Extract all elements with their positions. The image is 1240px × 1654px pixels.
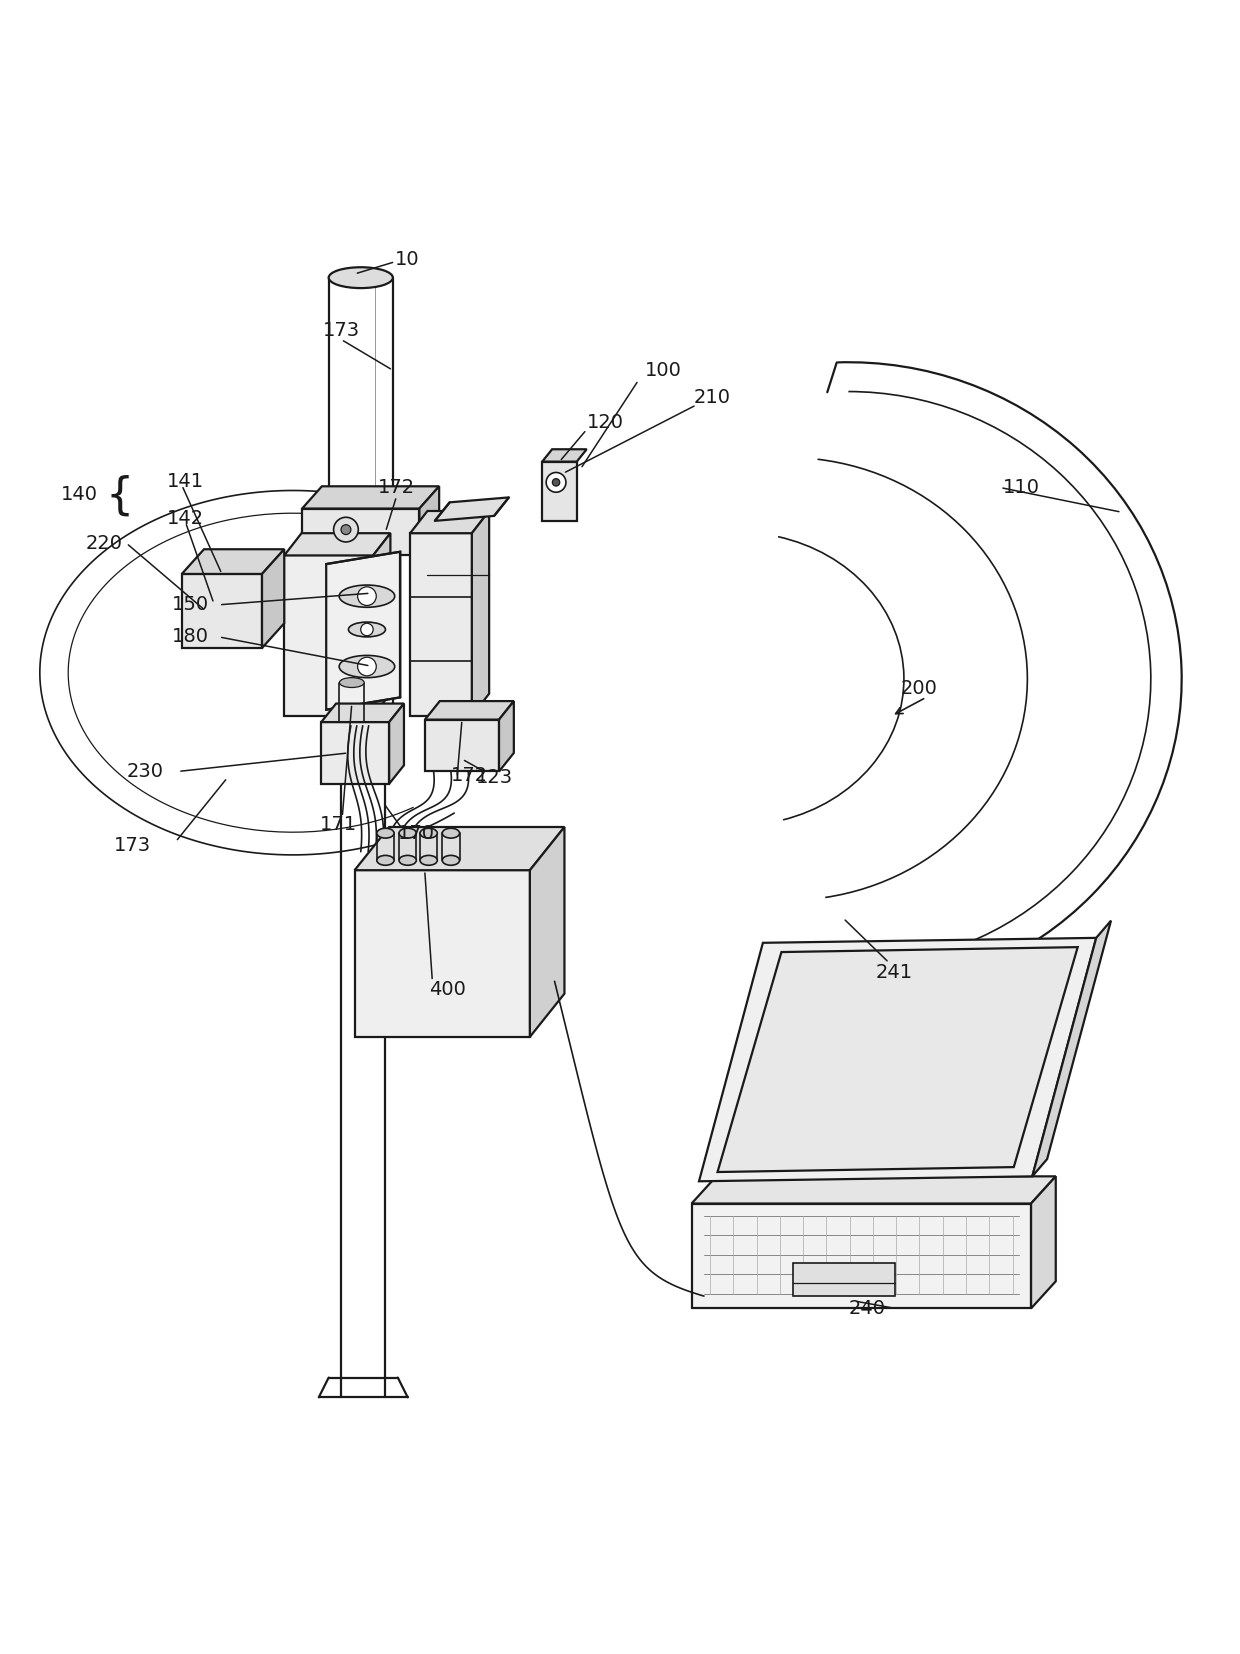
Polygon shape	[472, 511, 489, 716]
Polygon shape	[262, 549, 284, 648]
Polygon shape	[1033, 921, 1111, 1176]
Text: 220: 220	[86, 534, 123, 552]
Text: 171: 171	[320, 815, 357, 834]
Circle shape	[546, 473, 565, 493]
Polygon shape	[284, 533, 391, 556]
Polygon shape	[182, 549, 284, 574]
Text: 120: 120	[587, 412, 624, 432]
Text: 150: 150	[172, 595, 210, 614]
Circle shape	[357, 587, 376, 605]
Text: 123: 123	[475, 767, 512, 787]
Polygon shape	[326, 552, 401, 710]
Text: 142: 142	[167, 509, 205, 528]
Text: 170: 170	[398, 824, 435, 842]
Bar	[303, 508, 419, 556]
Bar	[794, 1262, 895, 1297]
Polygon shape	[303, 486, 439, 508]
Polygon shape	[373, 533, 391, 716]
Polygon shape	[389, 703, 404, 784]
Text: 210: 210	[694, 389, 732, 407]
Ellipse shape	[399, 855, 417, 865]
Circle shape	[552, 478, 559, 486]
Polygon shape	[529, 827, 564, 1037]
Text: 240: 240	[848, 1298, 885, 1318]
Polygon shape	[435, 498, 508, 521]
Polygon shape	[692, 1176, 1055, 1204]
Ellipse shape	[340, 586, 394, 607]
Polygon shape	[718, 948, 1078, 1173]
Ellipse shape	[399, 829, 417, 839]
Polygon shape	[321, 703, 404, 723]
Text: 100: 100	[645, 361, 682, 380]
Bar	[284, 556, 373, 716]
Text: 110: 110	[1003, 478, 1039, 498]
Polygon shape	[1032, 1176, 1055, 1308]
Ellipse shape	[340, 655, 394, 678]
Text: 200: 200	[900, 680, 937, 698]
Text: 173: 173	[114, 835, 151, 855]
Ellipse shape	[340, 678, 365, 688]
Ellipse shape	[443, 829, 460, 839]
Text: 10: 10	[396, 250, 420, 268]
Text: 180: 180	[172, 627, 208, 647]
Circle shape	[341, 524, 351, 534]
Polygon shape	[419, 486, 439, 556]
Bar	[425, 719, 498, 771]
Text: 172: 172	[451, 766, 489, 784]
Polygon shape	[498, 701, 513, 771]
Text: 230: 230	[126, 762, 164, 781]
Ellipse shape	[420, 829, 438, 839]
Text: 173: 173	[322, 321, 360, 341]
Bar	[321, 723, 389, 784]
Polygon shape	[542, 450, 587, 461]
Bar	[410, 533, 472, 716]
Bar	[182, 574, 262, 648]
Ellipse shape	[420, 855, 438, 865]
Ellipse shape	[377, 829, 394, 839]
Polygon shape	[410, 511, 489, 533]
Text: 141: 141	[167, 471, 205, 491]
Bar	[692, 1204, 1032, 1308]
Text: {: {	[105, 475, 134, 518]
Bar	[542, 461, 577, 521]
Polygon shape	[425, 701, 513, 719]
Text: 241: 241	[875, 963, 913, 982]
Ellipse shape	[329, 268, 393, 288]
Bar	[355, 870, 529, 1037]
Ellipse shape	[377, 855, 394, 865]
Polygon shape	[355, 827, 564, 870]
Text: 140: 140	[61, 485, 98, 504]
Polygon shape	[699, 938, 1096, 1181]
Ellipse shape	[443, 855, 460, 865]
Text: 172: 172	[378, 478, 415, 498]
Circle shape	[357, 657, 376, 676]
Circle shape	[334, 518, 358, 543]
Ellipse shape	[348, 622, 386, 637]
Circle shape	[361, 624, 373, 635]
Text: 400: 400	[429, 981, 465, 999]
